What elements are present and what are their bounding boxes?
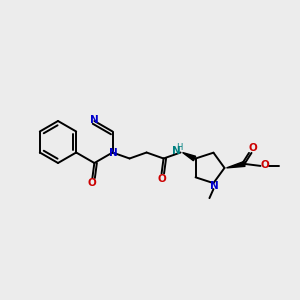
Polygon shape [226,161,245,168]
Text: N: N [109,148,117,158]
Text: H: H [176,142,183,152]
Text: O: O [157,173,166,184]
Polygon shape [183,152,196,161]
Text: N: N [91,115,99,125]
Text: O: O [261,160,269,170]
Text: O: O [88,178,97,188]
Text: N: N [210,181,219,191]
Text: O: O [248,143,257,153]
Text: N: N [172,146,181,156]
